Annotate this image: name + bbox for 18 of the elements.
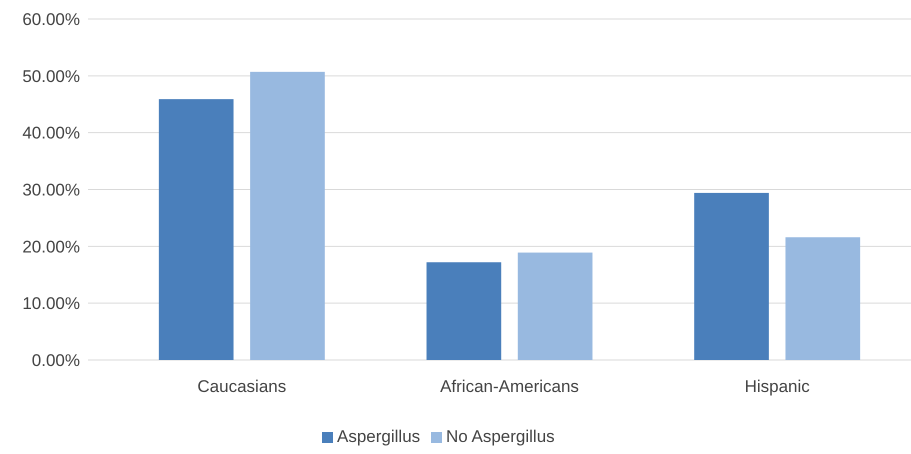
bar bbox=[426, 262, 502, 360]
x-tick-label: African-Americans bbox=[440, 377, 579, 396]
y-tick-label: 50.00% bbox=[22, 66, 80, 86]
x-tick-label: Caucasians bbox=[197, 377, 286, 396]
y-tick-label: 10.00% bbox=[22, 294, 80, 314]
y-tick-label: 30.00% bbox=[22, 180, 80, 200]
y-tick-label: 0.00% bbox=[32, 350, 80, 370]
bar bbox=[250, 72, 325, 360]
x-tick-label: Hispanic bbox=[744, 377, 810, 396]
bar bbox=[518, 252, 592, 360]
bar bbox=[785, 237, 860, 360]
y-tick-label: 60.00% bbox=[22, 10, 80, 29]
bar bbox=[158, 99, 234, 360]
bar bbox=[694, 192, 769, 360]
y-tick-label: 40.00% bbox=[22, 124, 80, 143]
y-tick-label: 20.00% bbox=[22, 237, 80, 256]
legend-label: Aspergillus bbox=[337, 427, 420, 446]
legend-label: No Aspergillus bbox=[446, 427, 555, 446]
